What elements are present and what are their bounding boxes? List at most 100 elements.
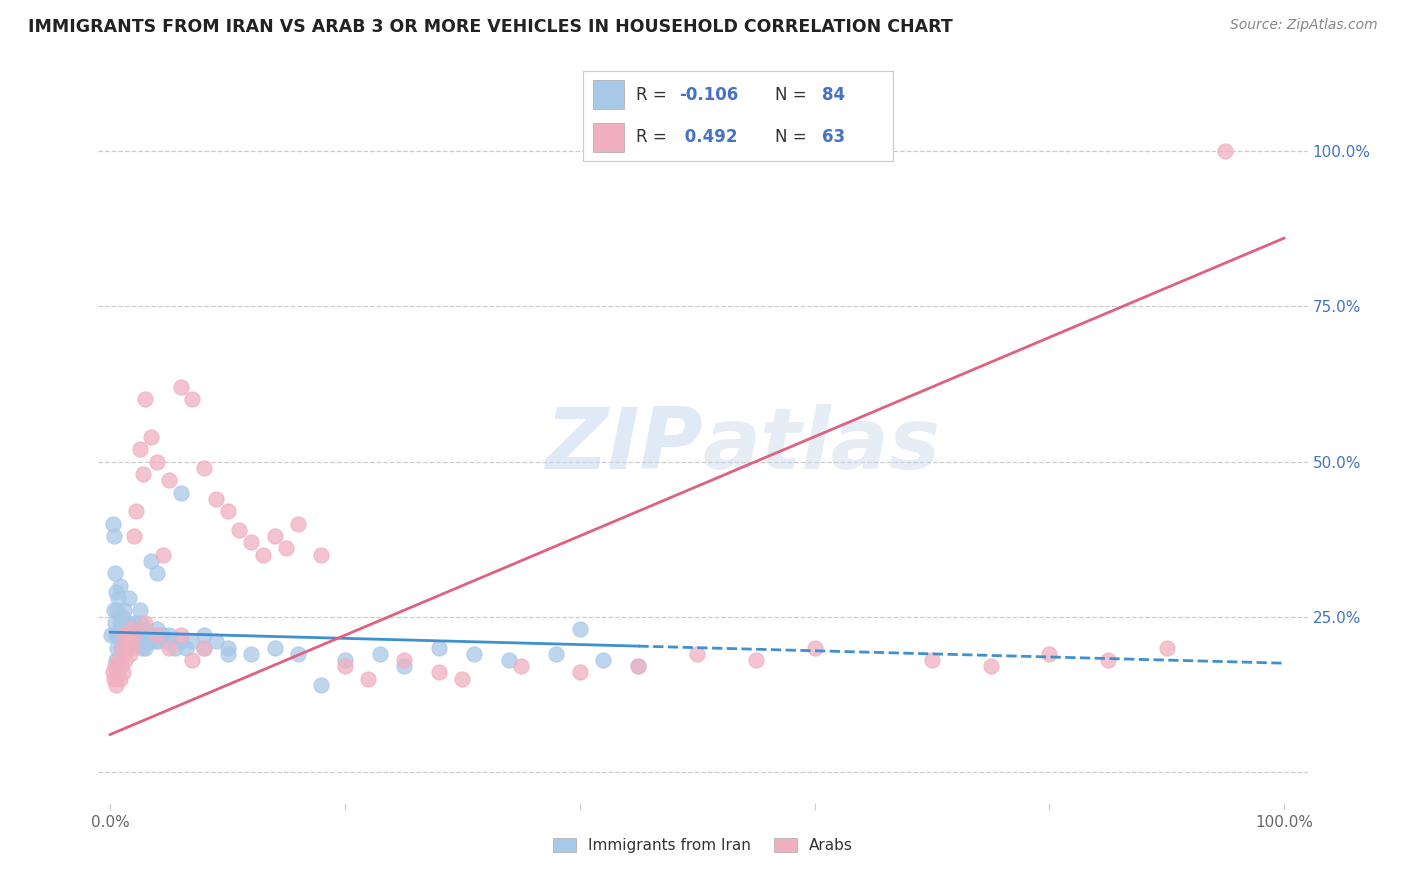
Point bbox=[127, 634, 149, 648]
Point bbox=[157, 628, 180, 642]
Point bbox=[193, 460, 215, 475]
Point bbox=[176, 640, 198, 655]
Point bbox=[146, 454, 169, 468]
Point bbox=[120, 622, 142, 636]
Point bbox=[131, 640, 153, 655]
Text: R =: R = bbox=[636, 128, 672, 146]
Point bbox=[100, 628, 122, 642]
Point bbox=[276, 541, 298, 556]
Point bbox=[103, 672, 125, 686]
Point bbox=[105, 665, 128, 680]
Text: Source: ZipAtlas.com: Source: ZipAtlas.com bbox=[1230, 18, 1378, 32]
Point bbox=[104, 659, 127, 673]
Point bbox=[141, 430, 163, 444]
Point bbox=[134, 640, 156, 655]
Point bbox=[510, 659, 533, 673]
Point bbox=[287, 647, 309, 661]
Point bbox=[121, 640, 143, 655]
Point bbox=[108, 672, 131, 686]
Point bbox=[107, 653, 129, 667]
Point bbox=[114, 640, 136, 655]
Point bbox=[112, 628, 135, 642]
Point bbox=[110, 640, 132, 655]
Point bbox=[146, 622, 169, 636]
Point bbox=[152, 548, 174, 562]
Point bbox=[112, 628, 135, 642]
Point bbox=[110, 628, 132, 642]
Text: 84: 84 bbox=[821, 86, 845, 103]
Point bbox=[157, 640, 180, 655]
Text: N =: N = bbox=[775, 128, 813, 146]
Point bbox=[311, 548, 333, 562]
Text: N =: N = bbox=[775, 86, 813, 103]
Point bbox=[118, 622, 141, 636]
Point bbox=[105, 653, 128, 667]
Point bbox=[112, 615, 135, 630]
Point bbox=[139, 634, 162, 648]
Point bbox=[627, 659, 650, 673]
Point bbox=[169, 634, 191, 648]
Point bbox=[169, 628, 191, 642]
Point bbox=[263, 529, 285, 543]
Point bbox=[204, 634, 226, 648]
Point bbox=[118, 634, 141, 648]
Point bbox=[333, 659, 356, 673]
Point bbox=[117, 634, 139, 648]
Point bbox=[103, 529, 125, 543]
Point bbox=[112, 640, 135, 655]
Bar bbox=[593, 80, 624, 109]
Point bbox=[287, 516, 309, 531]
Point bbox=[193, 640, 215, 655]
Point bbox=[121, 622, 143, 636]
Point bbox=[392, 659, 415, 673]
Point bbox=[129, 628, 152, 642]
Point bbox=[217, 640, 239, 655]
Point bbox=[1215, 145, 1237, 159]
Point bbox=[120, 628, 142, 642]
Point bbox=[132, 628, 155, 642]
Point bbox=[132, 467, 155, 481]
Point bbox=[104, 566, 127, 581]
Point bbox=[122, 529, 145, 543]
Point bbox=[105, 603, 128, 617]
Point bbox=[136, 628, 159, 642]
Point bbox=[169, 380, 191, 394]
Point bbox=[111, 609, 134, 624]
Text: atlas: atlas bbox=[703, 404, 941, 488]
Point bbox=[921, 653, 943, 667]
Point bbox=[120, 634, 142, 648]
Point bbox=[193, 640, 215, 655]
Point bbox=[686, 647, 709, 661]
Point bbox=[134, 615, 156, 630]
Point bbox=[311, 678, 333, 692]
Point bbox=[803, 640, 825, 655]
Point bbox=[105, 584, 128, 599]
Point bbox=[181, 392, 204, 407]
Point bbox=[128, 615, 150, 630]
Text: 0.492: 0.492 bbox=[679, 128, 738, 146]
Point bbox=[181, 653, 204, 667]
Point bbox=[107, 628, 129, 642]
Point bbox=[112, 634, 135, 648]
Point bbox=[1097, 653, 1119, 667]
Point bbox=[155, 634, 177, 648]
Point bbox=[193, 628, 215, 642]
Point bbox=[115, 640, 138, 655]
Point bbox=[252, 548, 274, 562]
Text: 63: 63 bbox=[821, 128, 845, 146]
Point bbox=[333, 653, 356, 667]
Point bbox=[427, 640, 450, 655]
Point bbox=[108, 615, 131, 630]
Point bbox=[240, 535, 263, 549]
Point bbox=[117, 628, 139, 642]
Point bbox=[451, 672, 474, 686]
Point bbox=[122, 634, 145, 648]
Point bbox=[108, 579, 131, 593]
Point bbox=[122, 628, 145, 642]
Point bbox=[128, 442, 150, 456]
Point bbox=[152, 628, 174, 642]
Point bbox=[111, 640, 134, 655]
Point bbox=[104, 615, 127, 630]
Point bbox=[146, 628, 169, 642]
Point bbox=[105, 628, 128, 642]
